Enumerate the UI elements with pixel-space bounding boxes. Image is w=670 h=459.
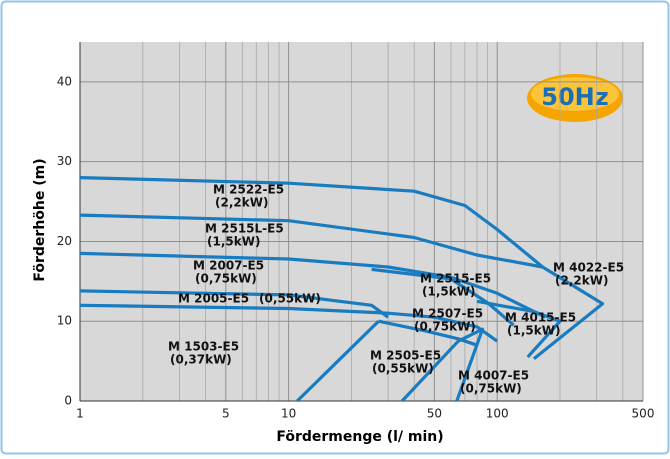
curve-label: M 4022-E5	[553, 261, 624, 275]
pump-curve	[378, 319, 478, 347]
pump-curve	[79, 251, 547, 319]
pump-curve	[79, 213, 543, 269]
curve-label: M 4015-E5	[505, 311, 576, 325]
pump-curve	[400, 327, 485, 403]
x-tick-label: 50	[427, 407, 442, 421]
y-tick-label: 40	[57, 74, 72, 88]
pump-curve	[532, 265, 605, 360]
curve-power: (0,55kW)	[372, 362, 434, 376]
curve-power: (2,2kW)	[215, 196, 268, 210]
curve-power: (0,37kW)	[170, 353, 232, 367]
x-tick-label: 5	[222, 407, 230, 421]
curve-power: (0,55kW)	[259, 292, 321, 306]
pump-curve	[296, 320, 380, 403]
y-tick-label: 30	[57, 154, 72, 168]
x-tick-label: 500	[632, 407, 655, 421]
curve-label: M 2505-E5	[370, 349, 441, 363]
curve-power: (1,5kW)	[207, 235, 260, 249]
pump-curve	[476, 299, 562, 359]
x-tick-label: 1	[76, 407, 84, 421]
y-tick-label: 20	[57, 234, 72, 248]
x-axis-label: Fördermenge (l/ min)	[276, 429, 443, 445]
curve-label: M 2522-E5	[213, 183, 284, 197]
y-tick-label: 0	[64, 394, 72, 408]
curve-label: M 2005-E5	[178, 292, 249, 306]
curve-power: (1,5kW)	[422, 285, 475, 299]
curve-label: M 2515-E5	[420, 272, 491, 286]
curve-power: (0,75kW)	[460, 382, 522, 396]
badge-text: 50Hz	[541, 83, 608, 111]
curve-label: M 1503-E5	[168, 340, 239, 354]
y-axis-label: Förderhöhe (m)	[32, 158, 48, 281]
curve-label: M 2507-E5	[412, 307, 483, 321]
curve-power: (2,2kW)	[555, 274, 608, 288]
curve-label: M 2515L-E5	[205, 222, 284, 236]
curve-power: (0,75kW)	[195, 272, 257, 286]
pump-curve	[371, 267, 515, 327]
x-tick-label: 100	[486, 407, 509, 421]
x-tick-label: 10	[281, 407, 296, 421]
curve-power: (0,75kW)	[414, 320, 476, 334]
y-tick-label: 10	[57, 314, 72, 328]
curve-label: M 4007-E5	[458, 369, 529, 383]
curve-power: (1,5kW)	[507, 324, 560, 338]
pump-curve	[79, 176, 544, 269]
curve-label: M 2007-E5	[193, 259, 264, 273]
